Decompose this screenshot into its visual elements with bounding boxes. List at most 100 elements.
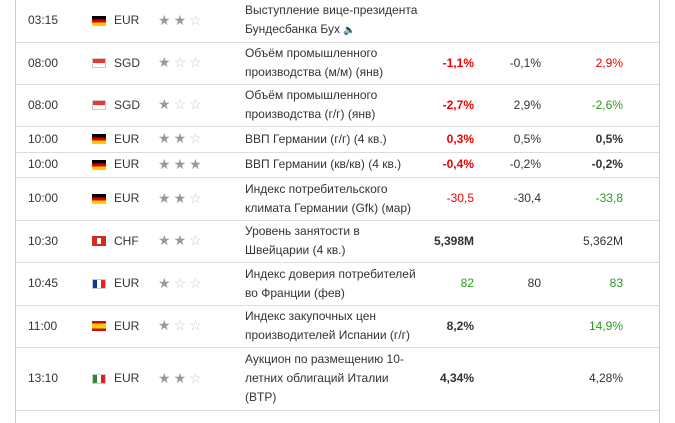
time: 10:00: [28, 191, 59, 205]
previous: -33,8: [595, 191, 623, 205]
actual-cell: 4,34%: [426, 347, 479, 411]
star: ☆: [189, 130, 202, 146]
importance-cell: ★ ☆ ☆: [156, 305, 241, 348]
forecast-cell: [479, 0, 546, 43]
event-cell: Объём промышленного производства (м/м) (…: [241, 42, 426, 85]
star: ☆: [173, 317, 187, 333]
star: ☆: [173, 274, 187, 291]
importance-cell: ★ ☆ ☆: [156, 42, 241, 85]
time-cell: 11:00: [16, 305, 78, 348]
importance-cell: ★ ★ ☆: [156, 177, 241, 221]
forecast: 80: [527, 276, 541, 290]
actual-cell: 5,398M: [426, 220, 479, 263]
importance: ★ ☆ ☆: [158, 54, 205, 70]
currency: EUR: [114, 13, 140, 28]
currency-cell: CHF: [111, 220, 156, 263]
spacer-cell: [628, 152, 659, 178]
calendar: 03:15 EUR ★ ★ ☆ Выступление вице-президента Б…: [15, 0, 660, 423]
event-cell: Индекс потребительского климата Германии…: [241, 177, 426, 221]
previous-cell: [546, 0, 628, 43]
importance-cell: ★ ★ ☆: [156, 126, 241, 153]
event-row: 10:30 CHF ★ ★ ☆ Уровень занятости в Швейцарии…: [16, 220, 659, 263]
actual: 5,398M: [433, 233, 474, 248]
star: ★: [173, 130, 187, 146]
flag: [92, 193, 106, 204]
forecast: 2,9%: [513, 97, 541, 112]
actual-cell: -1,1%: [426, 42, 479, 85]
star: ★: [158, 274, 171, 291]
currency: EUR: [114, 276, 140, 290]
flag-cell: [78, 152, 111, 178]
star: ☆: [189, 317, 202, 333]
currency: SGD: [114, 55, 141, 70]
star: ★: [158, 189, 171, 206]
previous-cell: 5,362M: [546, 220, 628, 263]
spacer-cell: [628, 42, 659, 85]
event: Аукцион по размещению 10-летних облигаци…: [245, 352, 404, 404]
actual-cell: 82: [426, 262, 479, 306]
previous-cell: -33,8: [546, 177, 628, 221]
star: ★: [158, 317, 171, 333]
star: ☆: [173, 54, 187, 70]
time-cell: 10:00: [16, 152, 78, 178]
flag: [92, 58, 106, 69]
star: ★: [173, 232, 187, 248]
forecast-cell: 80: [479, 262, 546, 306]
currency: EUR: [114, 131, 140, 146]
actual-cell: -2,7%: [426, 84, 479, 127]
currency: EUR: [114, 191, 140, 205]
previous: 14,9%: [588, 318, 623, 333]
actual: 0,3%: [446, 131, 474, 146]
actual: 8,2%: [446, 318, 474, 333]
forecast: -30,4: [513, 191, 541, 205]
event-cell: Аукцион по размещению 10-летних облигаци…: [241, 347, 426, 411]
previous-cell: 4,28%: [546, 347, 628, 411]
star: ★: [158, 11, 171, 28]
spacer-cell: [628, 220, 659, 263]
time-cell: 10:00: [16, 126, 78, 153]
actual: -30,5: [446, 191, 474, 205]
star: ☆: [189, 274, 202, 291]
event: ВВП Германии (кв/кв) (4 кв.): [245, 157, 402, 171]
time: 10:00: [28, 157, 59, 171]
importance-cell: ★ ★ ☆: [156, 0, 241, 43]
previous-cell: 2,9%: [546, 42, 628, 85]
previous: 5,362M: [582, 233, 623, 248]
spacer-cell: [628, 0, 659, 43]
event: ВВП Германии (г/г) (4 кв.): [245, 131, 387, 146]
previous: 2,9%: [595, 55, 623, 70]
actual-cell: [426, 0, 479, 43]
actual: -0,4%: [442, 157, 474, 171]
star: ★: [173, 155, 187, 172]
currency-cell: EUR: [111, 347, 156, 411]
previous: 4,28%: [588, 371, 623, 385]
currency-cell: SGD: [111, 84, 156, 127]
importance: ★ ★ ☆: [158, 370, 205, 386]
flag-cell: [78, 305, 111, 348]
importance-cell: ★ ☆ ☆: [156, 84, 241, 127]
time: 13:10: [28, 371, 59, 385]
events-table: 03:15 EUR ★ ★ ☆ Выступление вице-президента Б…: [16, 0, 659, 411]
event-cell: ВВП Германии (кв/кв) (4 кв.): [241, 152, 426, 178]
flag: [92, 159, 106, 170]
time: 10:00: [28, 131, 59, 146]
time-cell: 08:00: [16, 84, 78, 127]
importance: ★ ★ ☆: [158, 11, 205, 28]
currency-cell: EUR: [111, 152, 156, 178]
time-cell: 08:00: [16, 42, 78, 85]
forecast: -0,1%: [509, 55, 541, 70]
event-cell: Индекс закупочных цен производителей Исп…: [241, 305, 426, 348]
currency-cell: EUR: [111, 177, 156, 221]
time: 08:00: [28, 55, 59, 70]
previous: 0,5%: [595, 131, 623, 146]
flag: [92, 373, 106, 384]
star: ☆: [189, 11, 202, 28]
time: 10:30: [28, 233, 59, 248]
event: Индекс закупочных цен производителей Исп…: [245, 309, 410, 342]
flag: [92, 321, 106, 332]
actual-cell: -30,5: [426, 177, 479, 221]
star: ☆: [173, 96, 187, 112]
previous-cell: -0,2%: [546, 152, 628, 178]
event-row: 10:00 EUR ★ ★ ★ ВВП Германии (кв/кв) (4 кв.) -…: [16, 152, 659, 178]
flag: [92, 100, 106, 111]
